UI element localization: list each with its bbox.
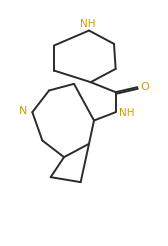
Text: NH: NH bbox=[119, 108, 135, 118]
Text: N: N bbox=[19, 106, 28, 116]
Text: O: O bbox=[140, 82, 149, 92]
Text: NH: NH bbox=[80, 18, 96, 29]
